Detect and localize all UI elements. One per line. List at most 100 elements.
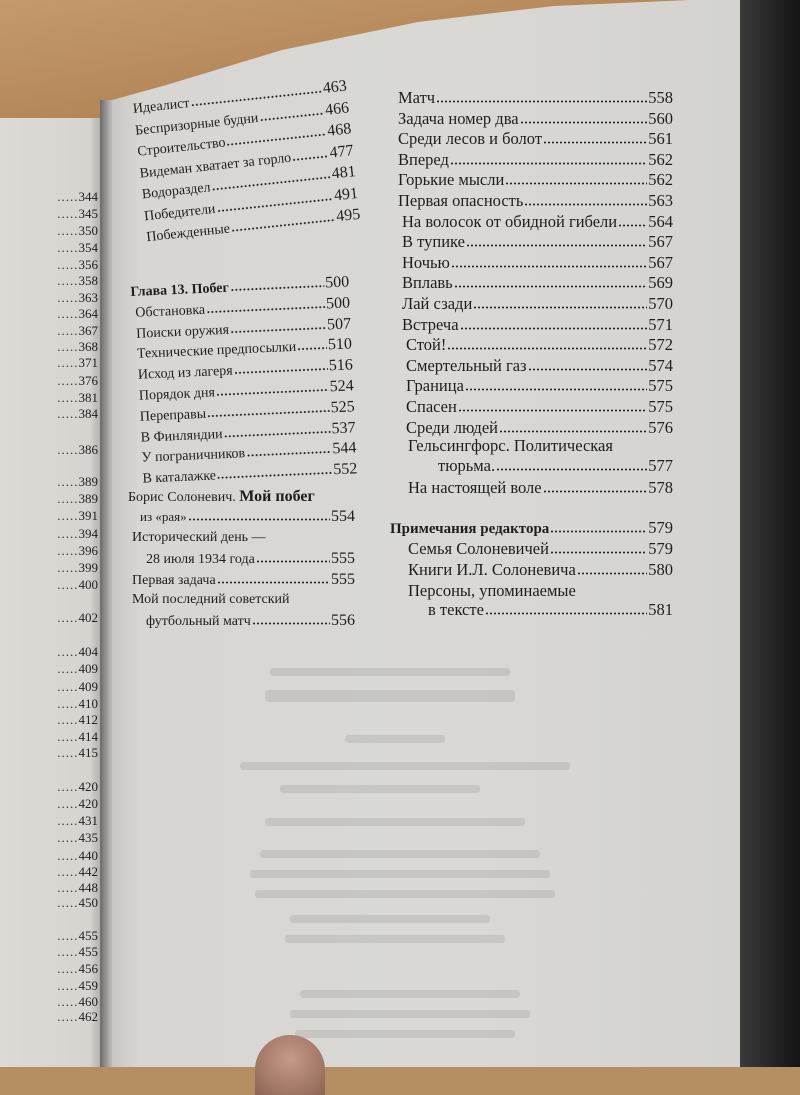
dot-leader: ..... xyxy=(57,306,79,321)
dot-leader xyxy=(505,182,648,186)
toc-entry-title: Переправы xyxy=(139,406,207,425)
toc-entry-title: На волосок от обидной гибели xyxy=(402,211,618,231)
toc-entry[interactable]: Лай сзади 570 xyxy=(402,294,673,314)
toc-page-number-left: .....450 xyxy=(0,896,98,910)
toc-page-number-left: .....344 xyxy=(0,190,98,204)
dot-leader: ..... xyxy=(57,880,79,895)
toc-page-number: 569 xyxy=(648,273,673,293)
toc-entry[interactable]: Задача номер два 560 xyxy=(398,109,673,129)
toc-entry-title: На настоящей воле xyxy=(408,478,542,497)
toc-entry[interactable]: Встреча 571 xyxy=(402,315,673,335)
toc-entry-cont[interactable]: футбольный матч 556 xyxy=(146,612,355,630)
page-number: 440 xyxy=(78,848,99,863)
toc-entry-title: Стой! xyxy=(406,335,447,355)
toc-page-number-left: .....400 xyxy=(0,578,98,592)
toc-entry[interactable]: Стой! 572 xyxy=(406,335,673,355)
toc-entry-cont[interactable]: 28 июля 1934 года 555 xyxy=(146,550,355,568)
dot-leader xyxy=(229,284,325,292)
page-number: 448 xyxy=(78,880,99,895)
dot-leader: ..... xyxy=(57,644,79,659)
toc-entry[interactable]: В тупике 567 xyxy=(402,232,673,252)
toc-page-number-left: .....414 xyxy=(0,730,98,744)
dot-leader: ..... xyxy=(57,526,79,541)
toc-page-number: 562 xyxy=(648,149,673,169)
dot-leader: ..... xyxy=(57,610,79,625)
dot-leader xyxy=(292,154,330,162)
dot-leader xyxy=(576,572,648,575)
toc-entry[interactable]: Первая задача 555 xyxy=(132,571,355,589)
toc-entry[interactable]: Семья Солоневичей 579 xyxy=(408,539,673,559)
dot-leader xyxy=(484,612,648,615)
page-number: 409 xyxy=(78,661,99,676)
toc-entry[interactable]: Смертельный газ 574 xyxy=(406,356,673,376)
toc-page-number: 500 xyxy=(324,273,350,292)
dot-leader: ..... xyxy=(57,712,79,727)
page-number: 386 xyxy=(78,442,99,457)
toc-entry[interactable]: из «рая» 554 xyxy=(140,508,355,526)
toc-page-number: 477 xyxy=(328,141,355,162)
dot-leader: ..... xyxy=(57,848,79,863)
page-number: 402 xyxy=(78,610,99,625)
page-number: 431 xyxy=(78,813,99,828)
page-number: 368 xyxy=(78,339,99,354)
page-number: 389 xyxy=(78,474,99,489)
dot-leader xyxy=(457,409,648,412)
page-number: 344 xyxy=(78,189,99,204)
toc-entry[interactable]: Вплавь 569 xyxy=(402,273,673,293)
dot-leader xyxy=(223,429,331,438)
toc-entry-title: Исторический день — xyxy=(132,530,266,545)
dot-leader: ..... xyxy=(57,189,79,204)
toc-page-number-left: .....371 xyxy=(0,356,98,370)
toc-page-number: 544 xyxy=(332,439,357,458)
toc-entry[interactable]: Матч 558 xyxy=(398,88,673,108)
toc-entry[interactable]: Граница 575 xyxy=(406,376,673,396)
toc-page-number: 563 xyxy=(648,191,673,210)
toc-page-number: 564 xyxy=(648,211,673,231)
toc-page-number: 579 xyxy=(648,539,673,558)
dot-leader xyxy=(524,203,648,206)
toc-entry[interactable]: Вперед 562 xyxy=(398,150,673,170)
toc-entry-title: Первая опасность xyxy=(398,191,524,210)
toc-page-number-left: .....410 xyxy=(0,697,98,711)
toc-entry[interactable]: Мой последний советский xyxy=(132,592,347,608)
page-number: 462 xyxy=(78,1009,99,1024)
toc-entry[interactable]: Среди лесов и болот 561 xyxy=(398,129,673,149)
dot-leader: ..... xyxy=(57,577,79,592)
toc-entry[interactable]: Первая опасность 563 xyxy=(398,191,673,211)
toc-page-number-left: .....431 xyxy=(0,814,98,828)
dot-leader xyxy=(216,471,333,480)
toc-entry[interactable]: Книги И.Л. Солоневича 580 xyxy=(408,560,673,580)
toc-entry[interactable]: Спасен 575 xyxy=(406,397,673,417)
page-number: 412 xyxy=(78,712,99,727)
toc-entry-title: Вплавь xyxy=(402,273,453,293)
toc-entry[interactable]: Среди людей 576 xyxy=(406,418,673,438)
toc-entry-persons[interactable]: Персоны, упоминаемые xyxy=(408,581,683,601)
dot-leader: ..... xyxy=(57,390,79,405)
toc-entry[interactable]: Горькие мысли 562 xyxy=(398,170,673,190)
dot-leader xyxy=(297,346,328,352)
toc-page-number: 556 xyxy=(331,612,355,629)
page-number: 384 xyxy=(78,406,99,421)
dot-leader: ..... xyxy=(57,978,79,993)
toc-page-number: 572 xyxy=(648,335,673,355)
toc-entry-title: Книги И.Л. Солоневича xyxy=(408,560,576,579)
dot-leader: ..... xyxy=(57,864,79,879)
toc-entry-title: Обстановка xyxy=(134,302,206,321)
toc-entry-title: Примечания редактора xyxy=(390,521,550,537)
dot-leader xyxy=(618,223,648,227)
toc-entry-notes-heading[interactable]: Примечания редактора 579 xyxy=(390,518,673,538)
toc-entry[interactable]: Ночью 567 xyxy=(402,253,673,273)
page-number: 394 xyxy=(78,526,99,541)
toc-entry[interactable]: На настоящей воле 578 xyxy=(408,478,673,498)
toc-page-number: 516 xyxy=(328,356,354,375)
toc-page-number-left: .....389 xyxy=(0,492,98,506)
page-number: 400 xyxy=(78,577,99,592)
toc-entry[interactable]: Исторический день — xyxy=(132,530,347,546)
page-number: 410 xyxy=(78,696,99,711)
dot-leader xyxy=(187,518,330,521)
toc-page-number: 571 xyxy=(648,314,673,334)
toc-entry[interactable]: На волосок от обидной гибели 564 xyxy=(402,212,673,232)
dot-leader: ..... xyxy=(57,928,79,943)
toc-page-number-left: .....363 xyxy=(0,291,98,305)
toc-page-number: 507 xyxy=(326,315,352,334)
